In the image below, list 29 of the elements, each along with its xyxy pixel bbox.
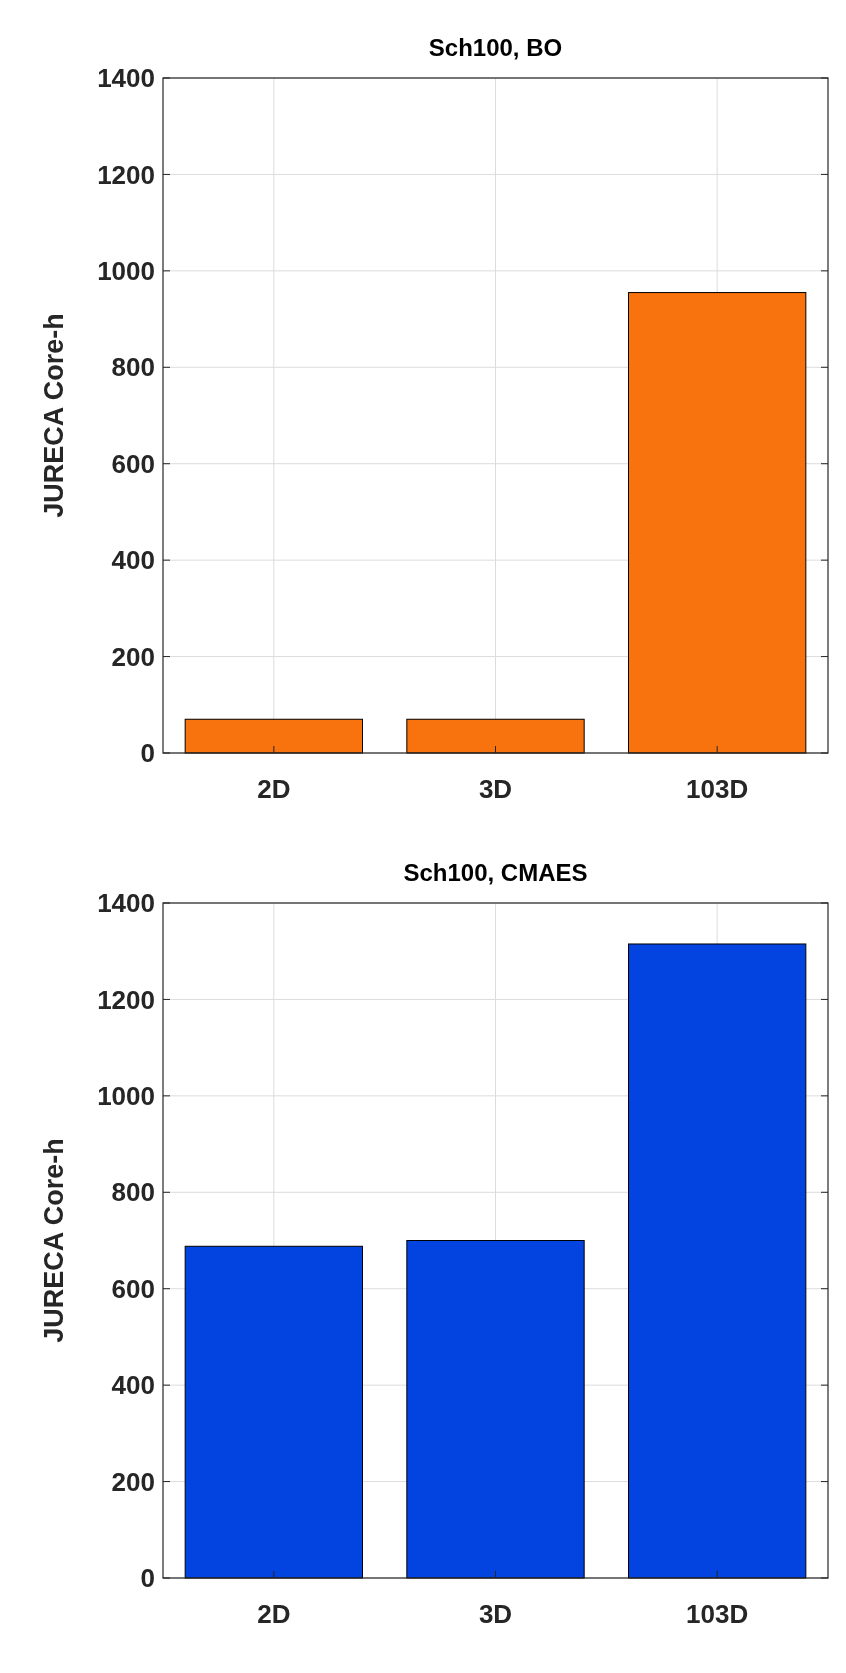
x-tick-label: 3D [478, 1599, 513, 1629]
y-tick-label: 1200 [97, 159, 155, 190]
y-tick-label: 400 [111, 1370, 155, 1401]
y-tick-label: 800 [111, 1177, 155, 1208]
y-tick-label: 600 [111, 1273, 155, 1304]
y-tick-label: 1000 [97, 1080, 155, 1111]
y-tick-label: 1200 [97, 984, 155, 1015]
y-tick-label: 1000 [97, 255, 155, 286]
bar [406, 1240, 585, 1579]
x-tick-label: 103D [686, 1599, 749, 1629]
y-tick-label: 0 [140, 738, 155, 769]
y-tick-label: 400 [111, 545, 155, 576]
chart-title: Sch100, BO [428, 34, 563, 61]
y-tick-label: 200 [111, 641, 155, 672]
y-tick-label: 800 [111, 352, 155, 383]
y-tick-label: 200 [111, 1466, 155, 1497]
y-tick-label: 0 [140, 1563, 155, 1594]
x-tick-label: 103D [686, 774, 749, 804]
y-tick-label: 1400 [97, 888, 155, 919]
y-axis-title: JURECA Core-h [39, 313, 69, 518]
y-tick-label: 600 [111, 448, 155, 479]
y-axis-title: JURECA Core-h [39, 1138, 69, 1343]
x-tick-label: 3D [478, 774, 513, 804]
bar [184, 1245, 363, 1579]
y-tick-label: 1400 [97, 63, 155, 94]
bar [628, 943, 807, 1579]
x-tick-label: 2D [257, 1599, 291, 1629]
chart-title: Sch100, CMAES [403, 859, 588, 886]
x-tick-label: 2D [257, 774, 291, 804]
